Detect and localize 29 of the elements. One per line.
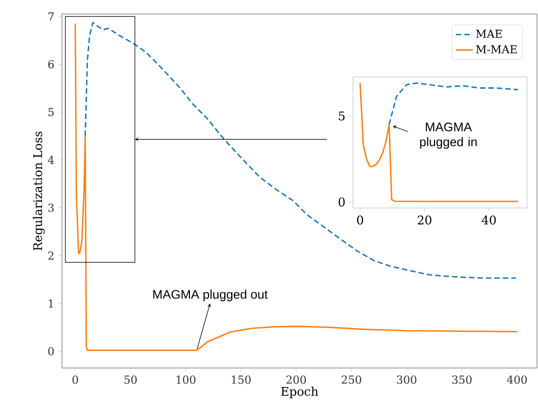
- x-tick-label: 0: [72, 376, 78, 384]
- y-axis-title: Regularization Loss: [32, 132, 45, 250]
- x-tick-label: 20: [418, 216, 432, 225]
- line-series: [74, 22, 518, 351]
- line-series: [84, 22, 517, 279]
- y-tick-label: 6: [48, 60, 54, 68]
- legend-label: MAE: [476, 30, 502, 38]
- y-tick-label: 2: [48, 252, 54, 260]
- x-tick-label: 400: [507, 376, 527, 384]
- y-tick-label: 7: [48, 12, 54, 20]
- x-tick-label: 200: [286, 376, 306, 384]
- x-tick-label: 100: [176, 376, 196, 384]
- y-tick-label: 3: [48, 204, 54, 212]
- x-tick-label: 0: [357, 216, 364, 225]
- y-tick-label: 4: [48, 156, 54, 164]
- y-tick-label: 5: [48, 108, 54, 116]
- x-tick-label: 50: [124, 376, 137, 384]
- annotation: MAGMA plugged out: [153, 290, 268, 302]
- x-tick-label: 40: [482, 216, 496, 225]
- x-axis-title: Epoch: [281, 386, 318, 398]
- x-tick-label: 250: [342, 376, 362, 384]
- x-tick-label: 150: [232, 376, 251, 384]
- y-tick-label: 5: [338, 112, 345, 120]
- x-tick-label: 350: [452, 376, 472, 384]
- y-tick-label: 0: [48, 347, 54, 356]
- legend-label: M-MAE: [476, 45, 517, 54]
- y-tick-label: 1: [48, 299, 53, 308]
- annotation: MAGMA plugged in: [420, 122, 477, 149]
- x-tick-label: 300: [397, 376, 416, 384]
